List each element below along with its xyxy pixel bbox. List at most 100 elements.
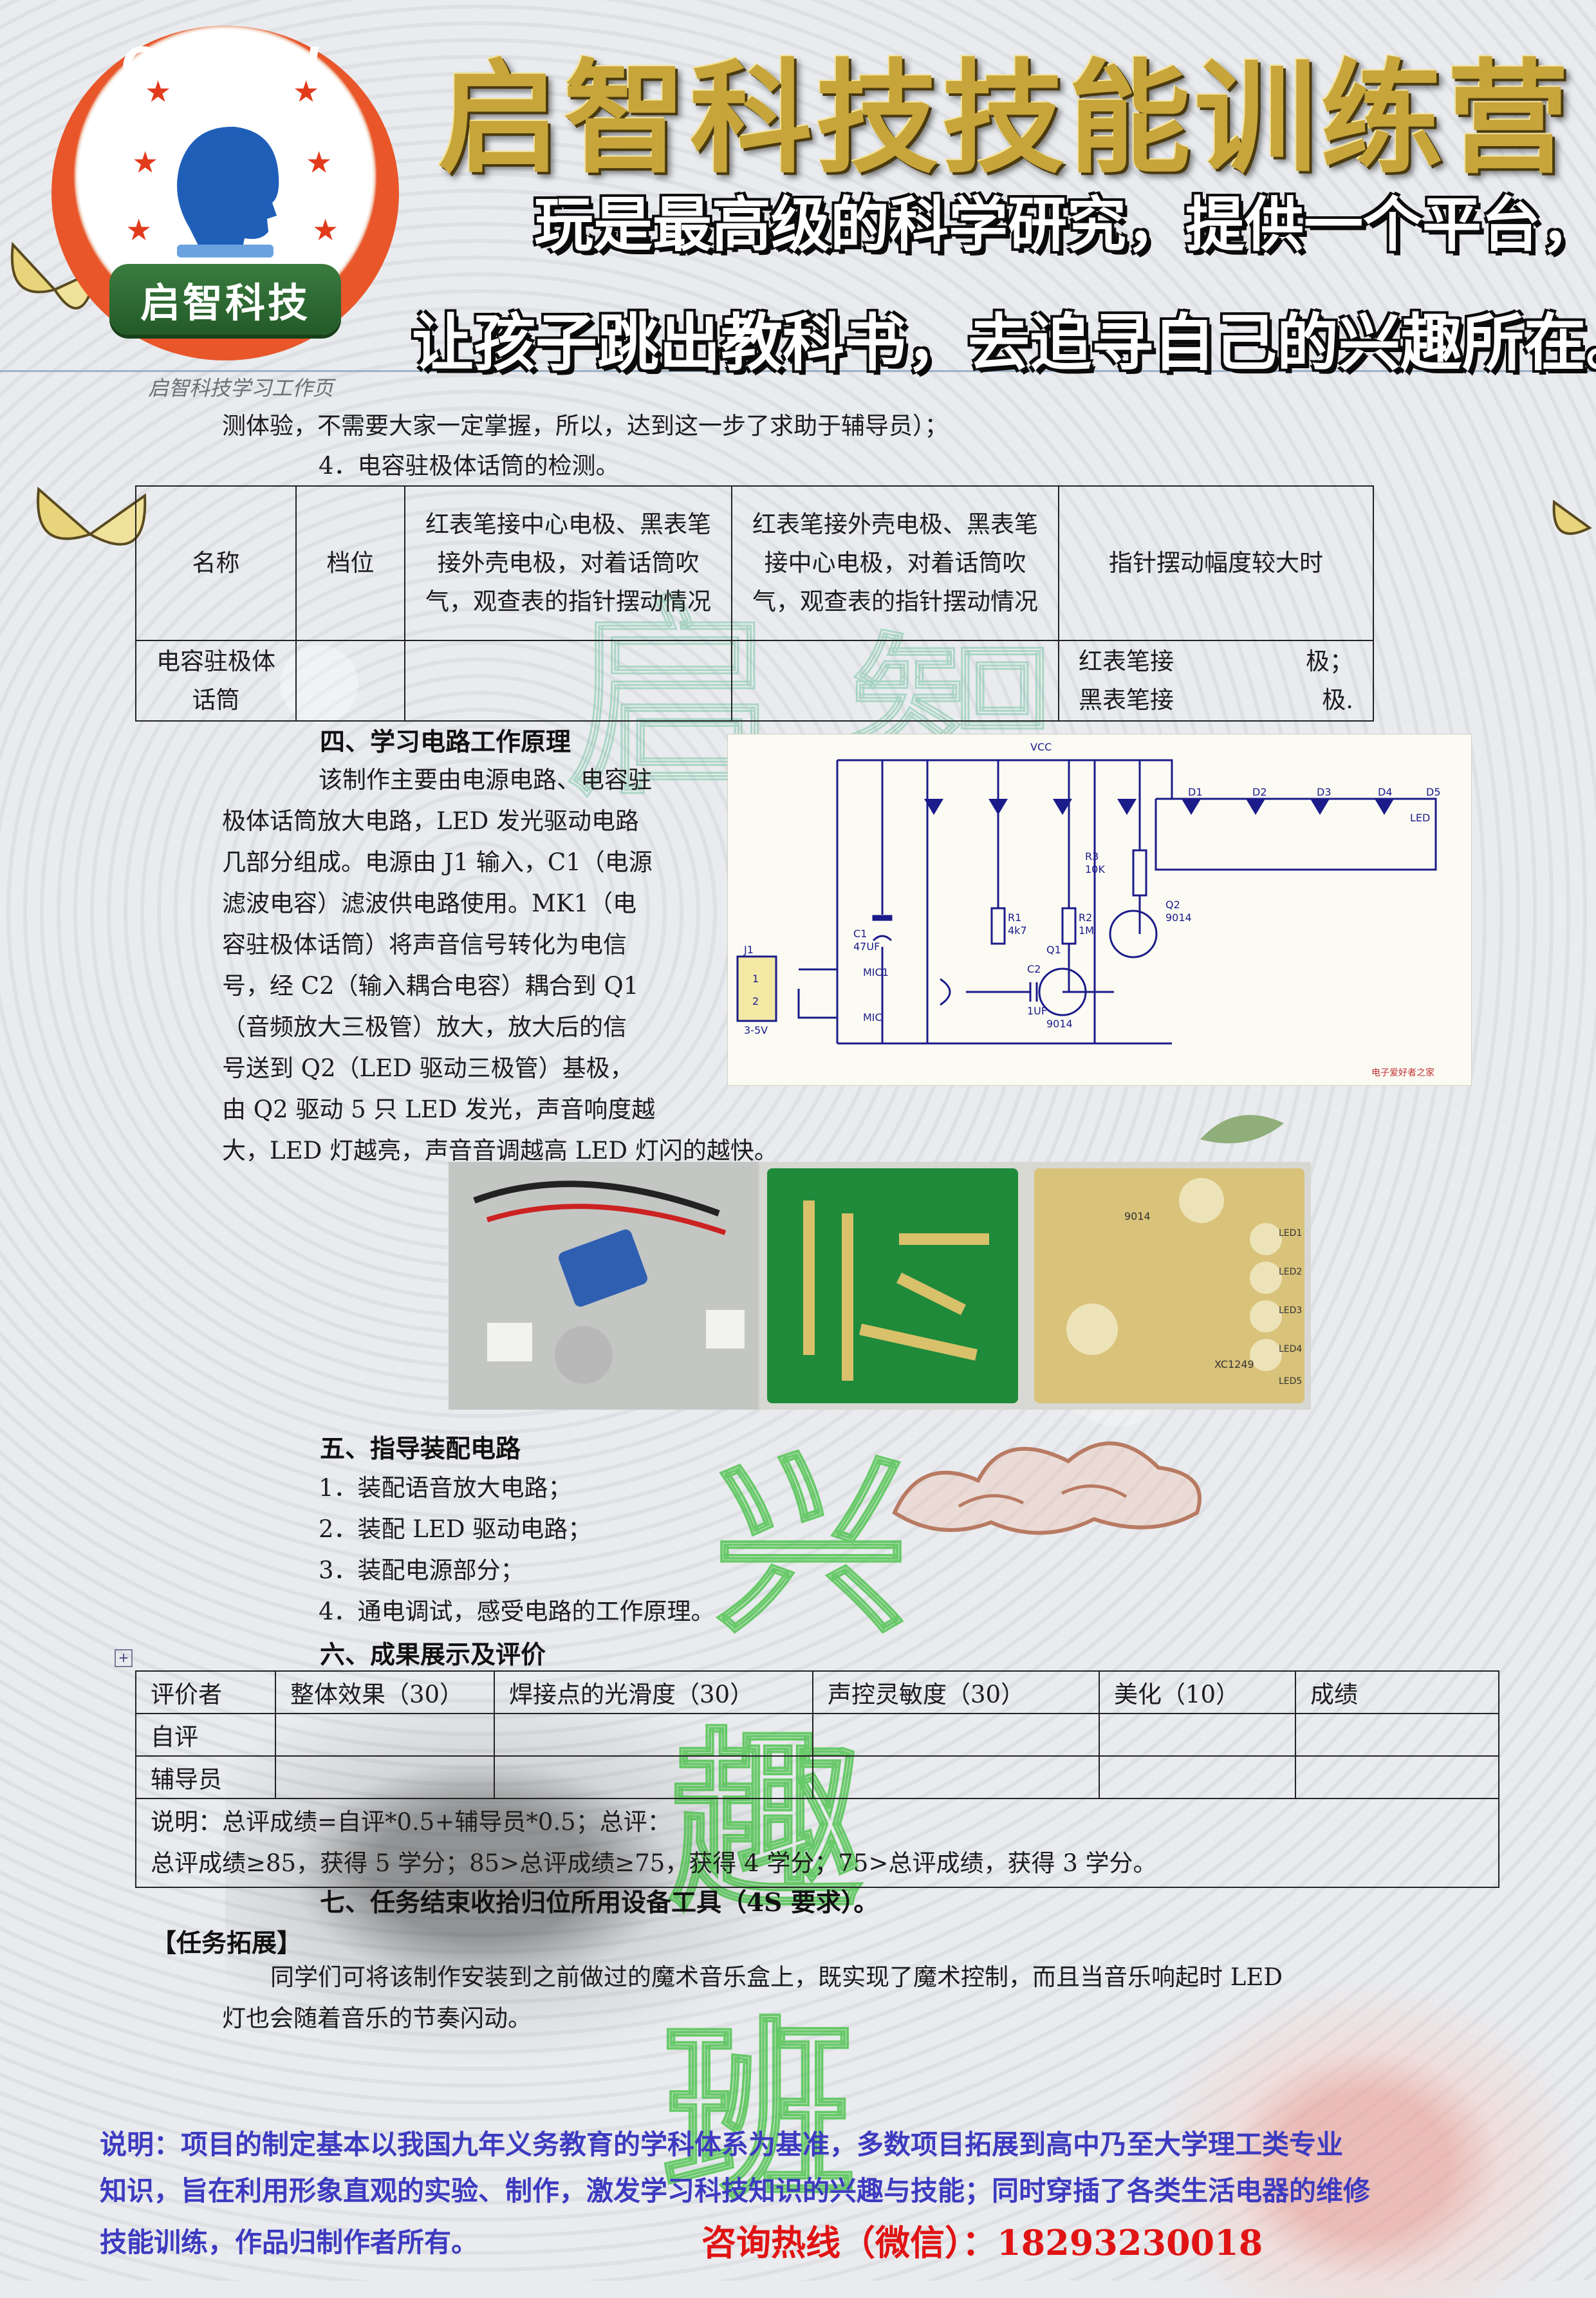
schematic-label: D3: [1317, 786, 1332, 798]
list-item: 2．装配 LED 驱动电路；: [319, 1515, 592, 1543]
cloud-ornament: [892, 1441, 1202, 1535]
header-divider: [0, 370, 1596, 372]
pcb-label: 9014: [1124, 1210, 1151, 1222]
schematic-label: C2: [1027, 963, 1041, 975]
result-red-label: 红表笔接: [1079, 647, 1174, 675]
pcb-label: XC1249: [1214, 1358, 1254, 1370]
table-cell[interactable]: [1295, 1755, 1499, 1799]
schematic-label: MIC1: [863, 966, 889, 978]
body-line: 极体话筒放大电路，LED 发光驱动电路: [222, 807, 640, 835]
table-cell[interactable]: [812, 1713, 1100, 1757]
detection-table: 名称 档位 红表笔接中心电极、黑表笔接外壳电极，对着话筒吹气，观查表的指针摆动情…: [135, 485, 1374, 722]
schematic-label: LED: [1410, 812, 1430, 824]
schematic-label: D4: [1378, 786, 1393, 798]
table-cell[interactable]: 红表笔接 极； 黑表笔接 极.: [1058, 640, 1374, 722]
table-header: 档位: [295, 485, 405, 641]
schematic-label: Q1: [1046, 944, 1061, 956]
body-line: 大，LED 灯越亮，声音音调越高 LED 灯闪的越快。: [222, 1137, 778, 1164]
logo-ribbon: 启智科技: [109, 264, 341, 335]
bubble-char: 兴: [713, 1434, 909, 1661]
evaluation-table: 评价者 整体效果（30） 焊接点的光滑度（30） 声控灵敏度（30） 美化（10…: [135, 1670, 1499, 1888]
head-silhouette-icon: [177, 126, 279, 257]
result-red-end: 极；: [1306, 647, 1353, 675]
pcb-label: LED1: [1279, 1228, 1302, 1238]
table-move-handle-icon[interactable]: +: [115, 1649, 133, 1667]
table-cell[interactable]: [1099, 1755, 1296, 1799]
schematic-label: 1M: [1079, 924, 1094, 937]
schematic-label: D5: [1426, 786, 1441, 798]
pcb-label: LED5: [1279, 1376, 1302, 1387]
hotline: 咨询热线（微信）：18293230018: [701, 2222, 1263, 2263]
table-cell[interactable]: [295, 640, 405, 722]
body-line: 号，经 C2（输入耦合电容）耦合到 Q1: [222, 972, 639, 1000]
table-header: 名称: [135, 485, 297, 641]
intro-line: 4．电容驻极体话筒的检测。: [319, 452, 620, 480]
intro-line: 测体验，不需要大家一定掌握，所以，达到这一步了求助于辅导员）；: [222, 412, 949, 440]
pcb-label: LED2: [1279, 1267, 1302, 1277]
schematic-label: D1: [1188, 786, 1203, 798]
table-cell: 电容驻极体话筒: [135, 640, 297, 722]
table-cell[interactable]: [1099, 1713, 1296, 1757]
slogan-line-2: 让孩子跳出教科书，去追寻自己的兴趣所在。: [412, 307, 1596, 379]
extension-title: 【任务拓展】: [151, 1929, 302, 1958]
table-cell[interactable]: [404, 640, 732, 722]
schematic-label: C1: [853, 928, 867, 940]
pcb-label: LED4: [1279, 1344, 1302, 1354]
schematic-label: Q2: [1165, 899, 1180, 911]
schematic-label: 1: [752, 973, 759, 985]
extension-line: 同学们可将该制作安装到之前做过的魔术音乐盒上，既实现了魔术控制，而且当音乐响起时…: [270, 1963, 1283, 1991]
schematic-label: 47UF: [853, 940, 880, 953]
pcb-label: LED3: [1279, 1305, 1302, 1316]
schematic-label: 9014: [1046, 1018, 1073, 1030]
schematic-label: J1: [743, 944, 754, 956]
star-icon: ★: [145, 74, 172, 109]
table-header: 指针摆动幅度较大时: [1058, 485, 1374, 641]
section-title: 六、成果展示及评价: [320, 1640, 546, 1670]
list-item: 3．装配电源部分；: [319, 1556, 524, 1584]
table-note: 说明：总评成绩=自评*0.5+辅导员*0.5；总评： 总评成绩≥85，获得 5 …: [135, 1798, 1499, 1888]
note-line: 总评成绩≥85，获得 5 学分；85>总评成绩≥75，获得 4 学分；75>总评…: [151, 1849, 1157, 1877]
table-cell[interactable]: [275, 1713, 495, 1757]
flower-decoration: [1126, 1963, 1596, 2298]
table-header: 焊接点的光滑度（30）: [494, 1670, 813, 1714]
schematic-label: 3-5V: [744, 1024, 768, 1036]
table-cell[interactable]: [494, 1713, 813, 1757]
circuit-schematic: VCC D1 D2 D3 D4 D5 LED R3 10K Q2 9014 C1…: [727, 734, 1472, 1086]
footer-note: 技能训练，作品归制作者所有。: [100, 2227, 479, 2258]
body-line: 容驻极体话筒）将声音信号转化为电信: [222, 931, 627, 958]
footer-note: 说明：项目的制定基本以我国九年义务教育的学科体系为基准，多数项目拓展到高中乃至大…: [100, 2129, 1344, 2160]
body-line: 该制作主要由电源电路、电容驻: [319, 766, 652, 794]
page-note: 启智科技学习工作页: [148, 376, 334, 400]
star-icon: ★: [306, 145, 333, 180]
section4-body: 该制作主要由电源电路、电容驻 极体话筒放大电路，LED 发光驱动电路 几部分组成…: [222, 760, 778, 1172]
schematic-label: VCC: [1030, 741, 1052, 753]
star-icon: ★: [293, 74, 320, 109]
table-cell[interactable]: [494, 1755, 813, 1799]
leaf-decoration: [1200, 1115, 1284, 1144]
table-header: 美化（10）: [1099, 1670, 1296, 1714]
list-item: 4．通电调试，感受电路的工作原理。: [319, 1598, 715, 1625]
schematic-caption: 电子爱好者之家: [1371, 1067, 1434, 1078]
schematic-label: 4k7: [1008, 924, 1027, 937]
result-black-label: 黑表笔接: [1079, 686, 1174, 714]
table-cell[interactable]: [275, 1755, 495, 1799]
section-title: 四、学习电路工作原理: [320, 727, 571, 757]
schematic-label: R1: [1008, 911, 1021, 924]
logo-arc-text: QI ZHI KE JI: [121, 39, 329, 140]
table-header: 声控灵敏度（30）: [812, 1670, 1100, 1714]
schematic-label: MIC: [863, 1011, 882, 1023]
footer-note: 知识，旨在利用形象直观的实验、制作，激发学习科技知识的兴趣与技能；同时穿插了各类…: [100, 2175, 1371, 2207]
body-line: 几部分组成。电源由 J1 输入，C1（电源: [222, 848, 653, 876]
schematic-label: 10K: [1085, 863, 1105, 875]
table-cell[interactable]: [731, 640, 1059, 722]
schematic-label: 2: [752, 995, 759, 1007]
table-header: 红表笔接中心电极、黑表笔接外壳电极，对着话筒吹气，观查表的指针摆动情况: [404, 485, 732, 641]
schematic-label: D2: [1252, 786, 1267, 798]
table-cell[interactable]: [812, 1755, 1100, 1799]
star-icon: ★: [132, 145, 159, 180]
table-header: 评价者: [135, 1670, 276, 1714]
table-cell[interactable]: [1295, 1713, 1499, 1757]
section-title: 七、任务结束收拾归位所用设备工具（4S 要求）。: [320, 1888, 879, 1918]
schematic-label: R3: [1085, 850, 1099, 863]
